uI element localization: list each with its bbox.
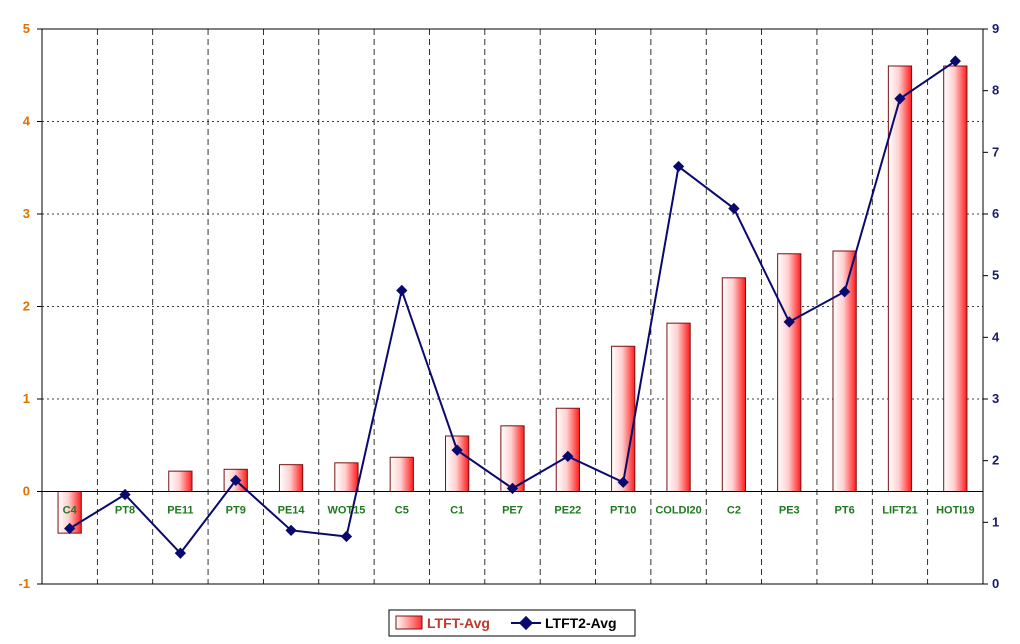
category-labels: C4 PT8 PE11 PT9 PE14 WOT15 C5 C1 PE7 PE22 PT10 COLD… (63, 505, 975, 517)
category-label-lift21: LIFT21 (882, 505, 917, 517)
point-pt9 (230, 474, 242, 487)
category-label-coldi20: COLDI20 (655, 505, 701, 517)
bar-wot15 (334, 462, 359, 493)
right-tick-label: 4 (992, 329, 1000, 344)
legend-label-ltft-avg: LTFT-Avg (427, 615, 490, 631)
category-label-pe22: PE22 (554, 505, 581, 517)
category-label-pt6: PT6 (835, 505, 855, 517)
right-tick-label: 3 (992, 391, 999, 406)
category-label-pt9: PT9 (226, 505, 246, 517)
bar-hoti19 (943, 65, 968, 492)
bar-c2 (721, 277, 747, 493)
category-label-c2: C2 (727, 505, 741, 517)
left-tick-label: 2 (23, 299, 30, 314)
bar-pe11 (168, 470, 193, 492)
bar-pe22 (555, 407, 580, 492)
left-tick-label: 1 (23, 391, 30, 406)
left-tick-label: 4 (23, 114, 31, 129)
category-label-c1: C1 (450, 505, 464, 517)
point-c1 (451, 444, 463, 456)
legend-label-ltft2-avg: LTFT2-Avg (545, 615, 617, 631)
point-wot15 (340, 530, 353, 543)
left-tick-label: 3 (23, 206, 30, 221)
bar-pt10 (611, 345, 636, 492)
legend-marker-ltft2-avg (518, 615, 534, 631)
point-pt10 (617, 476, 629, 488)
bar-coldi20 (666, 322, 691, 492)
bar-pe3 (777, 253, 802, 492)
category-label-pt10: PT10 (610, 505, 636, 517)
category-label-pt8: PT8 (115, 505, 135, 517)
left-tick-label: -1 (18, 576, 30, 591)
category-label-pe3: PE3 (779, 505, 800, 517)
legend-swatch-ltft-avg (395, 615, 423, 630)
right-tick-label: 6 (992, 206, 999, 221)
axes: -1 0 1 2 3 4 5 0 1 2 3 4 5 6 7 8 9 (18, 21, 1000, 591)
point-coldi20 (672, 160, 685, 173)
bar-c5 (389, 456, 414, 492)
category-label-wot15: WOT15 (327, 505, 365, 517)
category-label-pe11: PE11 (167, 505, 193, 517)
legend: LTFT-Avg LTFT2-Avg (388, 609, 636, 637)
left-tick-label: 0 (23, 484, 30, 499)
left-tick-label: 5 (23, 21, 30, 36)
point-c2 (728, 202, 740, 215)
bar-c1 (445, 435, 470, 492)
category-label-c4: C4 (63, 505, 78, 517)
line-series-ltft2-avg (64, 55, 961, 559)
point-hoti19 (949, 55, 961, 67)
bar-pe14 (278, 464, 304, 492)
right-tick-label: 5 (992, 268, 999, 283)
category-label-pe14: PE14 (278, 505, 306, 517)
right-tick-label: 9 (992, 21, 999, 36)
right-tick-label: 1 (992, 514, 999, 529)
point-pe14 (285, 524, 297, 537)
right-tick-label: 7 (992, 144, 999, 159)
right-tick-label: 0 (992, 576, 999, 591)
point-pe3 (783, 316, 795, 328)
point-pe22 (562, 450, 574, 463)
category-label-hoti19: HOTI19 (936, 505, 975, 517)
category-label-c5: C5 (395, 505, 409, 517)
point-c5 (396, 284, 408, 297)
bar-series-ltft-avg (57, 65, 968, 534)
right-tick-label: 8 (992, 83, 999, 98)
category-label-pe7: PE7 (502, 505, 523, 517)
point-pe11 (174, 547, 187, 559)
right-tick-label: 2 (992, 453, 999, 468)
point-pt6 (838, 286, 851, 298)
